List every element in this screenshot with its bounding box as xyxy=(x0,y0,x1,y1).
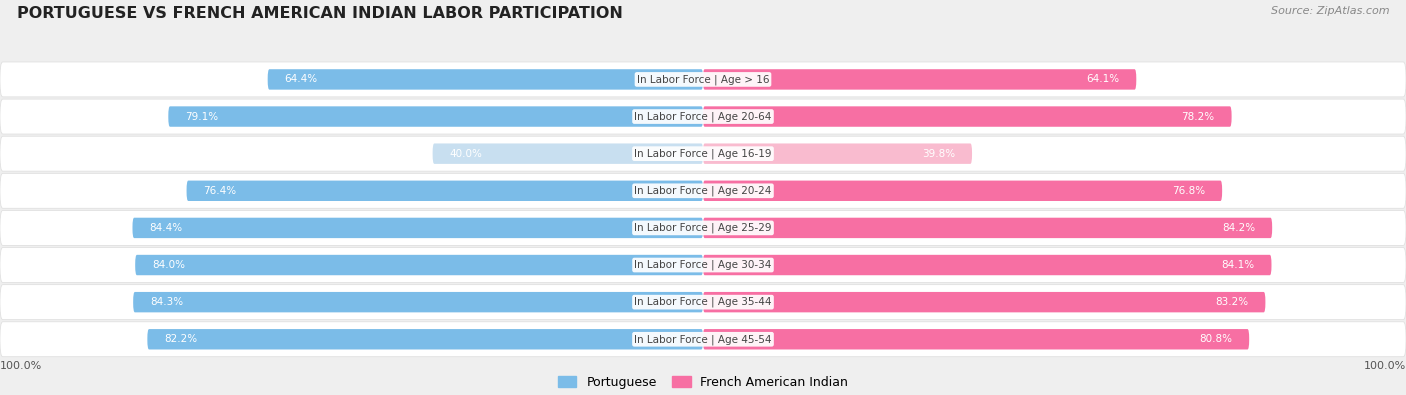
Text: In Labor Force | Age 20-24: In Labor Force | Age 20-24 xyxy=(634,186,772,196)
Text: 82.2%: 82.2% xyxy=(165,334,197,344)
FancyBboxPatch shape xyxy=(187,181,703,201)
FancyBboxPatch shape xyxy=(703,255,1271,275)
FancyBboxPatch shape xyxy=(703,106,1232,127)
Text: Source: ZipAtlas.com: Source: ZipAtlas.com xyxy=(1271,6,1389,16)
FancyBboxPatch shape xyxy=(703,292,1265,312)
FancyBboxPatch shape xyxy=(134,292,703,312)
FancyBboxPatch shape xyxy=(703,329,1249,350)
FancyBboxPatch shape xyxy=(703,181,1222,201)
FancyBboxPatch shape xyxy=(0,62,1406,97)
Text: 100.0%: 100.0% xyxy=(1364,361,1406,371)
Text: In Labor Force | Age 35-44: In Labor Force | Age 35-44 xyxy=(634,297,772,307)
Text: In Labor Force | Age 20-64: In Labor Force | Age 20-64 xyxy=(634,111,772,122)
Text: 76.8%: 76.8% xyxy=(1173,186,1205,196)
FancyBboxPatch shape xyxy=(703,69,1136,90)
Text: 78.2%: 78.2% xyxy=(1181,111,1215,122)
FancyBboxPatch shape xyxy=(0,136,1406,171)
Text: PORTUGUESE VS FRENCH AMERICAN INDIAN LABOR PARTICIPATION: PORTUGUESE VS FRENCH AMERICAN INDIAN LAB… xyxy=(17,6,623,21)
FancyBboxPatch shape xyxy=(132,218,703,238)
FancyBboxPatch shape xyxy=(267,69,703,90)
Text: 100.0%: 100.0% xyxy=(0,361,42,371)
Text: 76.4%: 76.4% xyxy=(204,186,236,196)
Text: 83.2%: 83.2% xyxy=(1215,297,1249,307)
Text: In Labor Force | Age 30-34: In Labor Force | Age 30-34 xyxy=(634,260,772,270)
Text: 84.4%: 84.4% xyxy=(149,223,183,233)
Text: 84.2%: 84.2% xyxy=(1222,223,1256,233)
FancyBboxPatch shape xyxy=(148,329,703,350)
Text: 84.1%: 84.1% xyxy=(1222,260,1254,270)
FancyBboxPatch shape xyxy=(0,248,1406,282)
Text: 64.4%: 64.4% xyxy=(284,74,318,85)
Legend: Portuguese, French American Indian: Portuguese, French American Indian xyxy=(558,376,848,389)
FancyBboxPatch shape xyxy=(0,211,1406,245)
Text: In Labor Force | Age 25-29: In Labor Force | Age 25-29 xyxy=(634,223,772,233)
FancyBboxPatch shape xyxy=(0,99,1406,134)
FancyBboxPatch shape xyxy=(433,143,703,164)
Text: 40.0%: 40.0% xyxy=(450,149,482,159)
FancyBboxPatch shape xyxy=(0,285,1406,320)
Text: 84.3%: 84.3% xyxy=(150,297,183,307)
Text: In Labor Force | Age 16-19: In Labor Force | Age 16-19 xyxy=(634,149,772,159)
Text: 79.1%: 79.1% xyxy=(186,111,218,122)
FancyBboxPatch shape xyxy=(703,143,972,164)
FancyBboxPatch shape xyxy=(169,106,703,127)
FancyBboxPatch shape xyxy=(703,218,1272,238)
FancyBboxPatch shape xyxy=(135,255,703,275)
Text: 84.0%: 84.0% xyxy=(152,260,186,270)
Text: 64.1%: 64.1% xyxy=(1087,74,1119,85)
Text: In Labor Force | Age 45-54: In Labor Force | Age 45-54 xyxy=(634,334,772,344)
FancyBboxPatch shape xyxy=(0,173,1406,208)
FancyBboxPatch shape xyxy=(0,322,1406,357)
Text: 80.8%: 80.8% xyxy=(1199,334,1232,344)
Text: In Labor Force | Age > 16: In Labor Force | Age > 16 xyxy=(637,74,769,85)
Text: 39.8%: 39.8% xyxy=(922,149,955,159)
